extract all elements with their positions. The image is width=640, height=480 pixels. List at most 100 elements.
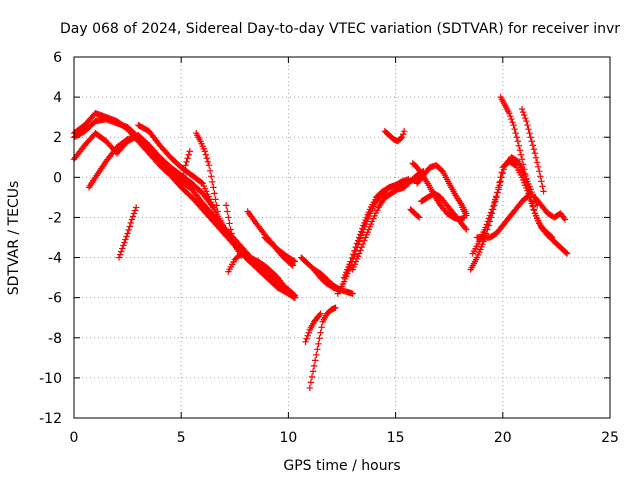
- data-point: [227, 226, 234, 233]
- data-point: [537, 173, 544, 180]
- series-s8: [193, 130, 221, 215]
- data-point: [206, 167, 214, 175]
- data-point: [524, 180, 531, 188]
- series-s4: [85, 134, 140, 191]
- data-point: [302, 338, 309, 345]
- data-point: [514, 138, 522, 145]
- data-point: [523, 176, 530, 183]
- x-tick-label: 25: [601, 430, 619, 446]
- data-point: [536, 168, 543, 175]
- data-point: [290, 257, 297, 265]
- data-point: [183, 158, 190, 165]
- data-point: [526, 130, 533, 137]
- data-point: [122, 236, 129, 243]
- y-tick-label: -6: [48, 291, 62, 307]
- data-point: [303, 335, 310, 342]
- data-point: [487, 209, 495, 216]
- data-point: [226, 220, 233, 227]
- series-s5: [115, 204, 140, 261]
- data-point: [204, 158, 212, 165]
- data-point: [289, 262, 296, 269]
- y-tick-label: -12: [39, 411, 62, 427]
- data-point: [516, 147, 524, 154]
- data-point: [181, 167, 188, 174]
- data-point: [530, 146, 538, 153]
- data-point: [414, 213, 422, 220]
- data-point: [132, 204, 140, 211]
- data-point: [308, 373, 316, 381]
- data-point: [178, 182, 185, 189]
- data-point: [515, 142, 523, 149]
- data-point: [213, 202, 220, 209]
- data-point: [463, 226, 470, 233]
- data-point: [115, 254, 123, 261]
- data-point: [353, 240, 361, 247]
- data-point: [548, 234, 556, 241]
- data-point: [182, 162, 189, 169]
- series-s30: [531, 194, 569, 223]
- series-s15: [302, 310, 324, 345]
- data-point: [307, 379, 315, 386]
- data-point: [368, 218, 376, 225]
- data-point: [358, 243, 365, 251]
- data-point: [527, 134, 534, 141]
- data-point: [355, 250, 363, 257]
- data-point: [510, 121, 517, 129]
- data-point: [397, 135, 405, 142]
- data-point: [492, 196, 499, 203]
- y-tick-labels: 6 4 2 0 -2 -4 -6 -8 -10 -12: [39, 50, 62, 427]
- data-point: [121, 239, 128, 246]
- x-tick-label: 15: [387, 430, 405, 446]
- series-s25: [458, 204, 470, 219]
- data-point: [125, 226, 132, 234]
- data-point: [399, 131, 407, 138]
- data-point: [304, 332, 311, 339]
- chart-title: Day 068 of 2024, Sidereal Day-to-day VTE…: [60, 21, 620, 37]
- data-point: [202, 151, 210, 158]
- data-point: [132, 134, 140, 141]
- data-point: [214, 208, 221, 215]
- data-point: [120, 242, 127, 249]
- data-point: [352, 243, 359, 251]
- data-point: [186, 148, 193, 155]
- y-tick-label: -8: [48, 331, 62, 347]
- series-s19: [349, 168, 427, 273]
- data-point: [415, 214, 423, 221]
- data-point: [290, 293, 297, 300]
- data-point: [129, 213, 137, 220]
- data-point: [532, 154, 540, 161]
- y-tick-label: -10: [39, 371, 62, 387]
- data-point: [518, 156, 526, 163]
- data-point: [495, 186, 502, 193]
- series-s18: [340, 176, 412, 281]
- series-s20: [381, 128, 408, 145]
- data-point: [524, 121, 531, 129]
- data-point: [528, 198, 535, 205]
- data-point: [355, 234, 363, 241]
- data-point: [488, 206, 496, 213]
- series-s31: [473, 192, 532, 241]
- series-s23: [418, 190, 470, 233]
- data-point: [499, 170, 506, 177]
- data-point: [486, 212, 494, 219]
- data-point: [117, 248, 125, 255]
- grid: [74, 57, 610, 418]
- y-tick-label: 6: [53, 50, 62, 66]
- data-point: [484, 218, 491, 225]
- data-point: [127, 219, 135, 227]
- data-point: [522, 171, 529, 178]
- data-point: [506, 109, 513, 117]
- data-point: [185, 151, 192, 158]
- data-point: [538, 178, 545, 185]
- data-point: [314, 346, 321, 353]
- data-point: [306, 384, 314, 392]
- data-point: [179, 177, 186, 184]
- data-point: [184, 155, 191, 162]
- data-point: [519, 161, 527, 168]
- data-point: [519, 108, 527, 116]
- data-point: [230, 238, 237, 245]
- data-point: [130, 210, 138, 217]
- x-tick-label: 5: [177, 430, 186, 446]
- data-point: [497, 178, 504, 185]
